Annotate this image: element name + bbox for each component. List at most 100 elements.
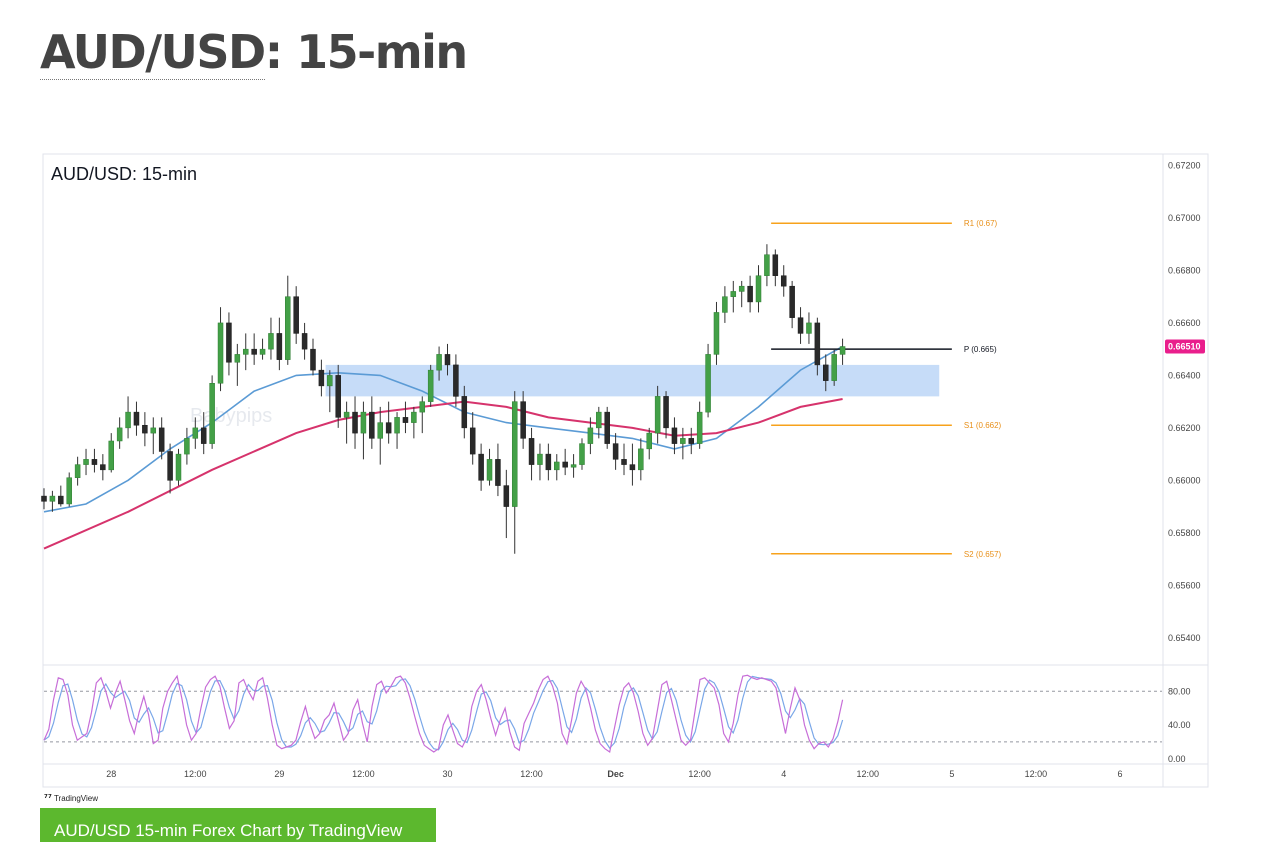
candle-body [654, 396, 661, 434]
candle-body [116, 427, 123, 442]
candle-body [125, 411, 131, 429]
tv-mark-icon: ⁷⁷ [44, 794, 52, 804]
demand-zone-layer [325, 364, 940, 397]
candle-body [175, 453, 182, 481]
pivot-label: S1 (0.662) [964, 421, 1002, 430]
demand-zone [325, 364, 940, 397]
candle-body [444, 354, 451, 366]
candle-body [545, 453, 552, 471]
oscillator-k-line [43, 674, 844, 754]
page-title-link[interactable]: AUD/USD [40, 25, 266, 80]
candle-body [58, 495, 64, 505]
candle-body [486, 459, 493, 481]
candle-body [192, 427, 199, 439]
candle-body [318, 369, 325, 387]
candle-body [419, 401, 426, 413]
candle-body [680, 438, 686, 444]
time-tick-label: 4 [781, 769, 786, 779]
candle-body [629, 464, 636, 471]
candle-body [780, 275, 787, 287]
candle-body [823, 364, 829, 381]
price-tick-label: 0.66600 [1168, 318, 1201, 328]
price-tick-label: 0.66000 [1168, 475, 1201, 485]
ma-blue-line [43, 345, 843, 513]
chart-credit-button[interactable]: AUD/USD 15-min Forex Chart by TradingVie… [40, 808, 436, 842]
moving-averages-layer [43, 345, 843, 550]
candle-body [696, 411, 703, 444]
pivot-label: S2 (0.657) [964, 550, 1002, 559]
candle-body [377, 422, 383, 439]
candle-body [646, 432, 652, 450]
candle-body [100, 464, 106, 471]
time-tick-label: Dec [607, 769, 624, 779]
candle-body [74, 464, 81, 478]
oscillator-tick-label: 40.00 [1168, 720, 1191, 730]
candle-body [234, 354, 241, 363]
candle-body [150, 427, 157, 434]
candle-body [520, 401, 526, 439]
candle-body [814, 322, 821, 366]
current-price-badge [1165, 339, 1205, 354]
candle-body [427, 369, 434, 402]
candle-body [108, 440, 114, 471]
candle-body [394, 417, 400, 434]
candle-body [142, 424, 148, 434]
price-tick-label: 0.66200 [1168, 423, 1201, 433]
candle-body [209, 383, 215, 444]
price-tick-label: 0.65800 [1168, 528, 1201, 538]
tradingview-logo[interactable]: ⁷⁷ TradingView [44, 794, 98, 804]
oscillator-tick-label: 80.00 [1168, 686, 1191, 696]
candle-body [638, 448, 644, 471]
candle-body [360, 411, 367, 434]
candle-body [411, 411, 417, 423]
pivot-label: R1 (0.67) [964, 219, 998, 228]
candle-body [293, 296, 299, 334]
price-axis[interactable]: 0.67200 0.67000 0.66800 0.66600 0.66400 0.662… [1165, 160, 1205, 643]
page-title: AUD/USD: 15-min [40, 22, 468, 82]
oscillator-d-line [43, 675, 844, 751]
candle-body [385, 422, 392, 434]
time-tick-label: 12:00 [184, 769, 207, 779]
candle-body [797, 317, 804, 334]
candle-body [537, 453, 543, 465]
candle-body [402, 417, 409, 423]
candle-body [839, 346, 846, 355]
candle-body [621, 459, 627, 465]
candle-body [596, 411, 602, 429]
candle-body [495, 459, 501, 486]
candle-body [369, 411, 375, 439]
candle-body [285, 296, 291, 360]
candle-body [352, 411, 358, 434]
candle-body [579, 443, 585, 465]
candle-body [478, 453, 484, 481]
current-price-label: 0.66510 [1168, 342, 1201, 352]
candle-body [806, 322, 812, 334]
time-tick-label: 12:00 [520, 769, 543, 779]
candle-body [251, 348, 257, 355]
candle-body [343, 411, 350, 418]
price-tick-label: 0.65600 [1168, 580, 1201, 590]
time-tick-label: 30 [442, 769, 452, 779]
candle-body [671, 427, 678, 444]
candle-body [327, 375, 333, 387]
candle-body [41, 495, 47, 502]
candle-body [713, 312, 720, 355]
time-tick-label: 12:00 [352, 769, 375, 779]
candle-body [268, 333, 274, 350]
candle-body [167, 451, 173, 481]
candle-body [705, 354, 711, 413]
oscillator-tick-label: 0.00 [1168, 754, 1186, 764]
time-tick-label: 5 [949, 769, 954, 779]
candle-body [200, 427, 207, 444]
time-tick-label: 6 [1117, 769, 1122, 779]
candle-body [511, 401, 518, 507]
candle-body [461, 396, 468, 429]
candle-body [184, 438, 190, 455]
ma-pink-line [43, 398, 843, 550]
candle-body [469, 427, 476, 455]
time-axis[interactable]: 28 12:00 29 12:00 30 12:00 Dec 12:00 4 12:00 5 12:0… [106, 769, 1122, 779]
candle-body [66, 477, 72, 505]
price-tick-label: 0.67000 [1168, 213, 1201, 223]
time-tick-label: 12:00 [688, 769, 711, 779]
